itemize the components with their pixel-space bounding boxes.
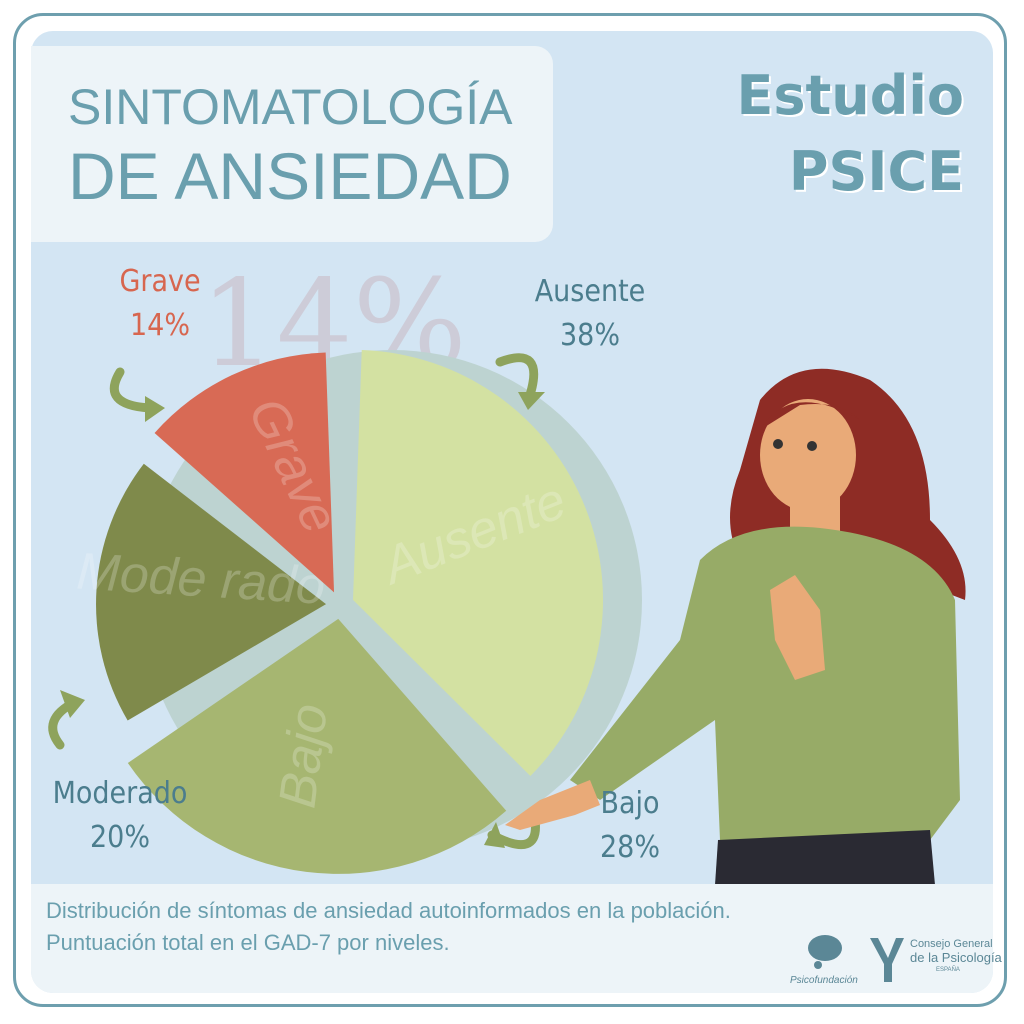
pie-slice-bajo [127,618,507,874]
study-name: Estudio PSICE [736,58,964,210]
label-moderado-value: 20% [90,820,150,855]
pie-slice-ausente [353,349,604,777]
label-ausente-value: 38% [560,318,620,353]
caption-line-2: Puntuación total en el GAD-7 por niveles… [46,930,450,955]
label-moderado: Moderado 20% [30,772,210,860]
pie-slice-moderado [96,463,327,721]
psicofundacion-logo-icon [808,935,842,969]
psicofundacion-text: Psicofundación [790,975,858,986]
consejo-line-3: ESPAÑA [936,967,960,973]
pie-slice-grave [154,352,335,593]
consejo-logo-icon [870,938,904,982]
psicofundacion-logo: Psicofundación [790,932,860,986]
label-ausente: Ausente 38% [510,270,670,358]
arrowhead-icon [60,690,85,718]
label-moderado-name: Moderado [52,776,188,811]
label-grave: Grave 14% [100,260,220,348]
caption: Distribución de síntomas de ansiedad aut… [46,895,731,959]
consejo-line-2: de la Psicología [910,950,1002,965]
title-line-2: DE ANSIEDAD [68,139,512,213]
label-grave-name: Grave [119,264,201,299]
consejo-line-1: Consejo General [910,938,993,950]
arrowhead-icon [518,392,545,410]
label-bajo-name: Bajo [600,786,660,821]
woman-illustration [505,368,966,885]
arrowhead-icon [484,822,505,848]
label-ausente-name: Ausente [534,274,646,309]
arrow-grave-icon [109,367,155,413]
label-bajo: Bajo 28% [570,782,690,870]
caption-line-1: Distribución de síntomas de ansiedad aut… [46,898,731,923]
label-bajo-value: 28% [600,830,660,865]
study-line-1: Estudio [736,64,964,127]
title-line-1: SINTOMATOLOGÍA [68,79,513,135]
study-line-2: PSICE [788,140,964,203]
label-grave-value: 14% [130,308,190,343]
consejo-logo: Consejo General de la Psicología ESPAÑA [866,934,1002,982]
arrow-ausente-icon [495,353,539,400]
title-box [31,46,553,242]
arrowhead-icon [145,396,165,422]
slice-text-bajo: Bajo [269,701,340,812]
